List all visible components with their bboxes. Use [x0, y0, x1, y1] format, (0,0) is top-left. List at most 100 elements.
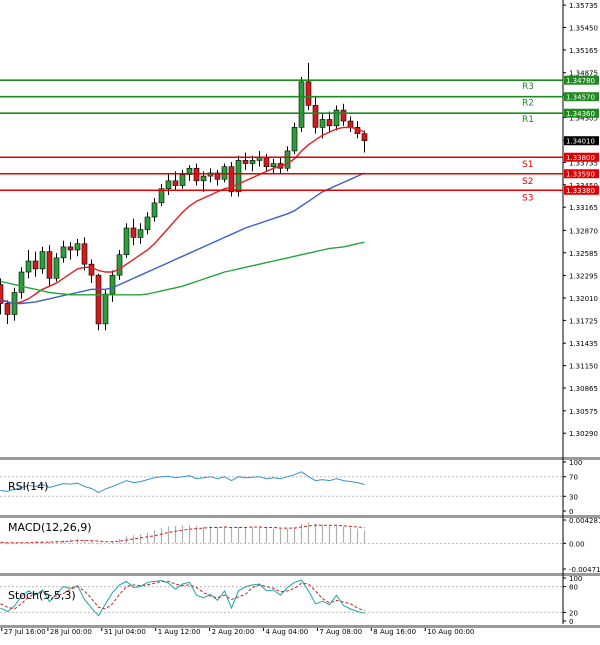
level-name: S1 — [522, 160, 533, 170]
price-tick-label: 1.34875 — [569, 70, 598, 78]
candle[interactable] — [298, 77, 305, 133]
sma-mid-line — [0, 172, 365, 305]
candle[interactable] — [18, 267, 25, 299]
bear-candle-body — [172, 180, 179, 186]
time-tick-label: 31 Jul 04:00 — [104, 628, 146, 636]
candle[interactable] — [165, 174, 172, 195]
candle[interactable] — [32, 251, 39, 277]
bear-candle-body — [130, 227, 137, 238]
candle[interactable] — [361, 130, 368, 153]
candle[interactable] — [333, 105, 340, 131]
candle[interactable] — [319, 113, 326, 139]
candle[interactable] — [95, 273, 102, 331]
candle[interactable] — [270, 158, 277, 173]
indicator-tick-label: 0 — [569, 618, 573, 626]
bear-candle-body — [263, 156, 270, 167]
level-name: S3 — [522, 193, 533, 203]
pane-separator[interactable] — [0, 625, 600, 628]
rsi-line — [0, 471, 365, 493]
pane-separator[interactable] — [0, 573, 600, 576]
candle[interactable] — [137, 223, 144, 244]
candle[interactable] — [249, 155, 256, 172]
candle[interactable] — [81, 237, 88, 271]
candle[interactable] — [284, 146, 291, 172]
candle[interactable] — [25, 250, 32, 279]
candle[interactable] — [200, 171, 207, 192]
corner-marker-icon: ⌄ — [590, 0, 596, 8]
candle[interactable] — [46, 245, 53, 287]
candle[interactable] — [291, 122, 298, 155]
price-tick-label: 1.31435 — [569, 340, 598, 348]
level-r3[interactable]: R3 1.34780 — [0, 75, 599, 93]
candle[interactable] — [144, 212, 151, 235]
bull-candle-body — [18, 271, 25, 293]
candle[interactable] — [60, 240, 67, 263]
support-resistance-levels[interactable]: R3 1.34780 R2 1.34570 R1 1.34360 S1 1.33800 S2 1.… — [0, 75, 599, 204]
bull-candle-body — [151, 202, 158, 218]
price-tick-label: 1.31150 — [569, 363, 598, 371]
current-price: 1.34010 — [564, 136, 599, 145]
time-tick-label: 7 Aug 08:00 — [319, 628, 362, 636]
candle[interactable] — [102, 289, 109, 331]
level-s1[interactable]: S1 1.33800 — [0, 152, 599, 171]
candle[interactable] — [4, 300, 11, 324]
current-price-label: 1.34010 — [566, 137, 595, 145]
pane-separator[interactable] — [0, 457, 600, 460]
macd-pane: 0.004281 0.00 -0.004713 MACD(12,26,9) — [0, 517, 600, 574]
candle[interactable] — [74, 239, 81, 257]
price-tick-label: 1.35735 — [569, 2, 598, 10]
indicator-panes: 100 70 30 0 RSI(14) 0.004281 0.00 -0.004713 MACD… — [0, 459, 600, 626]
rsi-pane: 100 70 30 0 RSI(14) — [0, 459, 582, 516]
level-price-label: 1.34360 — [566, 110, 595, 118]
bear-candle-body — [228, 166, 235, 193]
bull-candle-body — [333, 109, 340, 127]
price-tick-label: 1.33450 — [569, 182, 598, 190]
indicator-tick-label: 100 — [569, 575, 582, 583]
time-tick-label: 1 Aug 12:00 — [158, 628, 201, 636]
time-tick-label: 10 Aug 00:00 — [427, 628, 474, 636]
candle[interactable] — [67, 242, 74, 260]
candle[interactable] — [151, 198, 158, 222]
bear-candle-body — [242, 160, 249, 164]
level-price-tag — [564, 108, 599, 118]
level-s2[interactable]: S2 1.33590 — [0, 169, 599, 187]
price-tick-label: 1.30575 — [569, 408, 598, 416]
candle[interactable] — [312, 95, 319, 134]
pane-0 — [0, 0, 563, 456]
candle[interactable] — [130, 218, 137, 246]
candle[interactable] — [242, 152, 249, 170]
indicator-title: RSI(14) — [8, 480, 48, 493]
candle[interactable] — [109, 270, 116, 302]
candle[interactable] — [228, 161, 235, 197]
candle[interactable] — [340, 103, 347, 126]
bull-candle-body — [60, 246, 67, 259]
level-price-label: 1.34570 — [566, 93, 595, 101]
bull-candle-body — [200, 175, 207, 182]
bull-candle-body — [123, 227, 130, 256]
price-tick-label: 1.32870 — [569, 227, 598, 235]
candle[interactable] — [39, 246, 46, 274]
bear-candle-body — [305, 81, 312, 106]
candle[interactable] — [305, 62, 312, 111]
bear-candle-body — [46, 251, 53, 279]
bear-candle-body — [32, 260, 39, 270]
bull-candle-body — [291, 127, 298, 152]
candle[interactable] — [116, 250, 123, 280]
candle[interactable] — [326, 111, 333, 133]
indicator-title: Stoch(5,5,3) — [8, 589, 76, 602]
level-r1[interactable]: R1 1.34360 — [0, 108, 599, 126]
candle[interactable] — [158, 183, 165, 206]
bear-candle-body — [326, 119, 333, 127]
pane-separator[interactable] — [0, 515, 600, 518]
level-r2[interactable]: R2 1.34570 — [0, 92, 599, 109]
level-name: S2 — [522, 177, 533, 187]
candle[interactable] — [88, 259, 95, 284]
bear-candle-body — [4, 303, 11, 315]
time-tick-label: 4 Aug 04:00 — [266, 628, 309, 636]
candle[interactable] — [0, 278, 4, 315]
candle[interactable] — [123, 223, 130, 258]
candle[interactable] — [53, 253, 60, 282]
level-s3[interactable]: S3 1.33380 — [0, 185, 599, 204]
